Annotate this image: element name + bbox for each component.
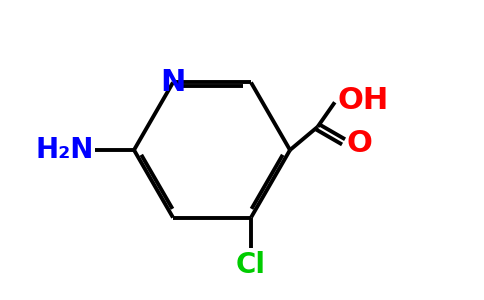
- Text: Cl: Cl: [236, 250, 266, 278]
- Text: H₂N: H₂N: [35, 136, 93, 164]
- Text: N: N: [160, 68, 186, 97]
- Text: O: O: [347, 129, 372, 158]
- Text: OH: OH: [338, 86, 389, 115]
